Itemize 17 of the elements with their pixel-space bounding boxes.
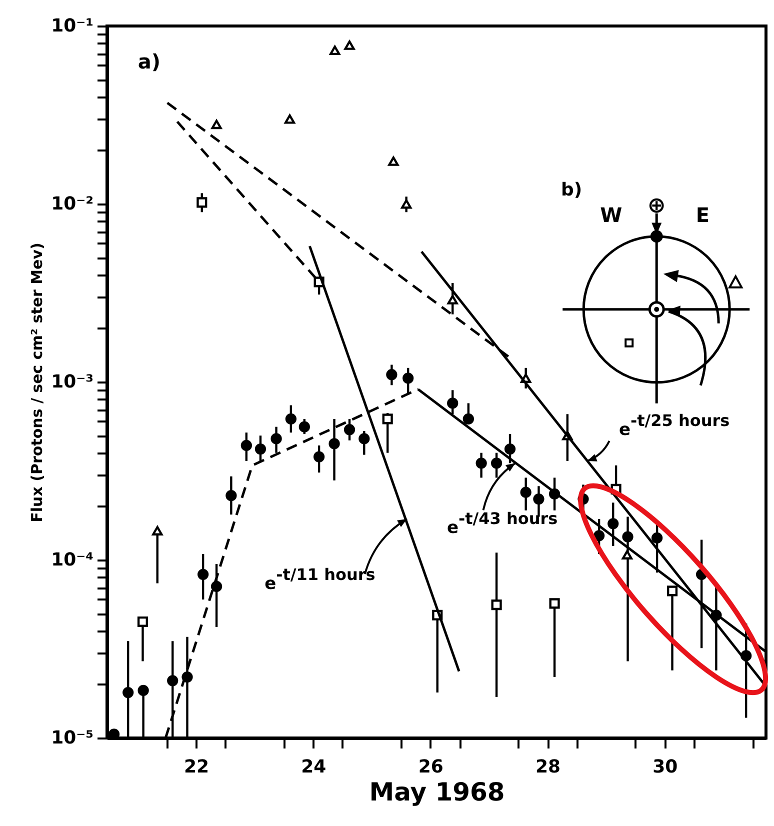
annotation: ⊕ (647, 194, 666, 219)
x-tick-label: 28 (535, 756, 561, 778)
x-axis-title: May 1968 (369, 778, 505, 806)
y-tick-label: 10⁻² (51, 194, 94, 214)
annotation: W (600, 202, 622, 227)
x-tick-label: 26 (418, 756, 444, 778)
x-tick-label: 30 (652, 756, 678, 778)
x-tick-label: 24 (301, 756, 326, 778)
annotation: b) (561, 179, 582, 200)
y-axis-title: Flux (Protons / sec cm² ster Mev) (28, 242, 46, 522)
annotation: a) (138, 50, 160, 74)
y-tick-label: 10⁻⁵ (51, 728, 94, 748)
y-tick-label: 10⁻³ (51, 372, 94, 392)
y-tick-label: 10⁻¹ (51, 16, 94, 36)
x-tick-label: 22 (184, 756, 210, 778)
y-tick-label: 10⁻⁴ (51, 550, 94, 570)
annotation: E (696, 202, 710, 227)
